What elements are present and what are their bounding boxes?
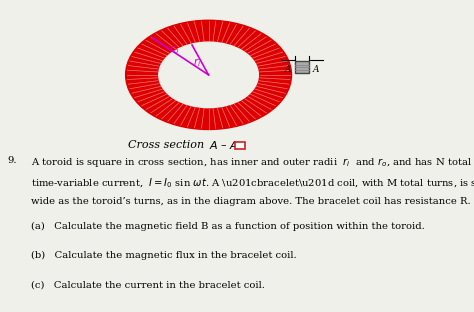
Text: (a)   Calculate the magnetic field B as a function of position within the toroid: (a) Calculate the magnetic field B as a …	[31, 222, 425, 231]
Text: $A$ – $A$: $A$ – $A$	[206, 139, 239, 151]
Bar	[295, 61, 309, 73]
Text: (c)   Calculate the current in the bracelet coil.: (c) Calculate the current in the bracele…	[31, 281, 264, 290]
Circle shape	[126, 20, 292, 129]
Text: A: A	[312, 65, 319, 74]
Text: (b)   Calculate the magnetic flux in the bracelet coil.: (b) Calculate the magnetic flux in the b…	[31, 251, 296, 260]
Text: $r_i$: $r_i$	[192, 56, 201, 70]
Text: 9.: 9.	[7, 156, 17, 165]
Text: A toroid is square in cross section, has inner and outer radii  $r_i$  and $r_o$: A toroid is square in cross section, has…	[31, 156, 474, 169]
Text: A: A	[285, 65, 292, 74]
Text: Cross section: Cross section	[128, 140, 204, 150]
Bar	[235, 142, 245, 149]
Text: wide as the toroid’s turns, as in the diagram above. The bracelet coil has resis: wide as the toroid’s turns, as in the di…	[31, 197, 470, 206]
Text: time-variable current,  $I = I_0$ sin $\omega t$. A \u201cbracelet\u201d coil, w: time-variable current, $I = I_0$ sin $\o…	[31, 176, 474, 190]
Text: $r_o$: $r_o$	[169, 43, 180, 56]
Circle shape	[159, 42, 258, 108]
